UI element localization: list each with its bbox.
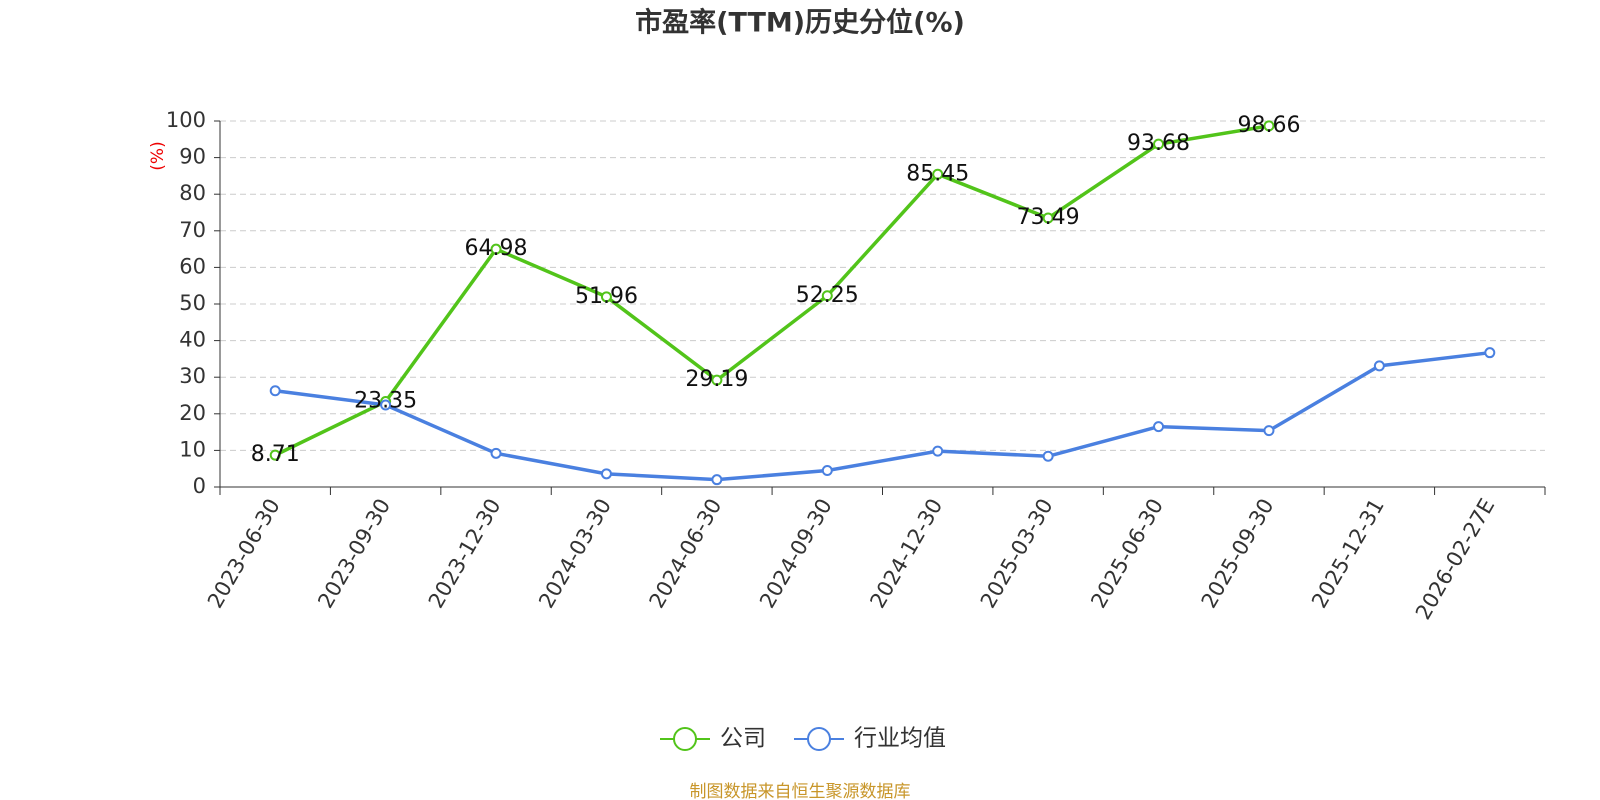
y-tick-label: 30 (179, 364, 206, 388)
x-tick-label: 2023-12-30 (424, 494, 506, 612)
series-line (274, 124, 1270, 457)
x-tick-label: 2026-02-27E (1411, 495, 1499, 624)
data-label: 98.66 (1237, 113, 1300, 138)
legend-marker (807, 727, 831, 751)
data-label: 51.96 (575, 284, 638, 309)
data-point (711, 474, 723, 486)
y-tick-label: 0 (193, 474, 206, 498)
data-point (600, 291, 612, 303)
data-point (490, 243, 502, 255)
x-tick-label: 2025-03-30 (976, 495, 1058, 613)
source-note: 制图数据来自恒生聚源数据库 (690, 782, 911, 800)
data-point (932, 168, 944, 180)
legend-label: 行业均值 (854, 726, 946, 752)
data-point (269, 385, 281, 397)
x-tick-label: 2023-09-30 (313, 495, 395, 613)
x-tick-label: 2025-06-30 (1086, 495, 1168, 613)
data-label: 29.19 (685, 367, 748, 392)
data-label: 93.68 (1127, 131, 1190, 156)
x-tick-label: 2024-06-30 (645, 495, 727, 613)
data-label: 73.49 (1017, 205, 1080, 230)
data-label: 8.71 (251, 442, 300, 467)
data-point (1484, 347, 1496, 359)
y-tick-label: 20 (179, 401, 206, 425)
y-tick-label: 100 (166, 108, 206, 132)
x-tick-label: 2024-09-30 (755, 495, 837, 613)
x-tick-label: 2024-12-30 (865, 494, 947, 612)
x-tick-label: 2024-03-30 (534, 495, 616, 613)
data-point (269, 449, 281, 461)
y-axis-label: (%) (148, 141, 168, 170)
data-point (821, 290, 833, 302)
data-point (1042, 212, 1054, 224)
data-point (380, 399, 392, 411)
y-tick-label: 70 (179, 218, 206, 242)
data-label: 64.98 (465, 236, 528, 261)
y-tick-label: 80 (179, 181, 206, 205)
y-tick-label: 50 (179, 291, 206, 315)
data-point (1263, 425, 1275, 437)
data-point (600, 468, 612, 480)
y-tick-label: 60 (179, 254, 206, 278)
legend-marker (673, 727, 697, 751)
y-tick-label: 10 (179, 437, 206, 461)
chart-title: 市盈率(TTM)历史分位(%) (635, 7, 965, 39)
data-point (1373, 360, 1385, 372)
data-label: 52.25 (796, 283, 859, 308)
data-point (1042, 450, 1054, 462)
data-point (1153, 138, 1165, 150)
x-tick-label: 2025-09-30 (1197, 495, 1279, 613)
data-point (1263, 120, 1275, 132)
data-point (821, 465, 833, 477)
x-tick-label: 2023-06-30 (203, 495, 285, 613)
data-point (932, 445, 944, 457)
x-tick-label: 2025-12-31 (1307, 495, 1389, 613)
series-line (274, 350, 1490, 482)
data-label: 23.35 (354, 389, 417, 414)
y-tick-label: 40 (179, 328, 206, 352)
data-point (711, 374, 723, 386)
data-point (490, 447, 502, 459)
y-tick-label: 90 (179, 145, 206, 169)
data-label: 85.45 (906, 161, 969, 186)
legend-item: 公司 (660, 726, 766, 752)
legend-label: 公司 (720, 726, 766, 752)
data-point (1153, 421, 1165, 433)
legend-item: 行业均值 (794, 726, 946, 752)
